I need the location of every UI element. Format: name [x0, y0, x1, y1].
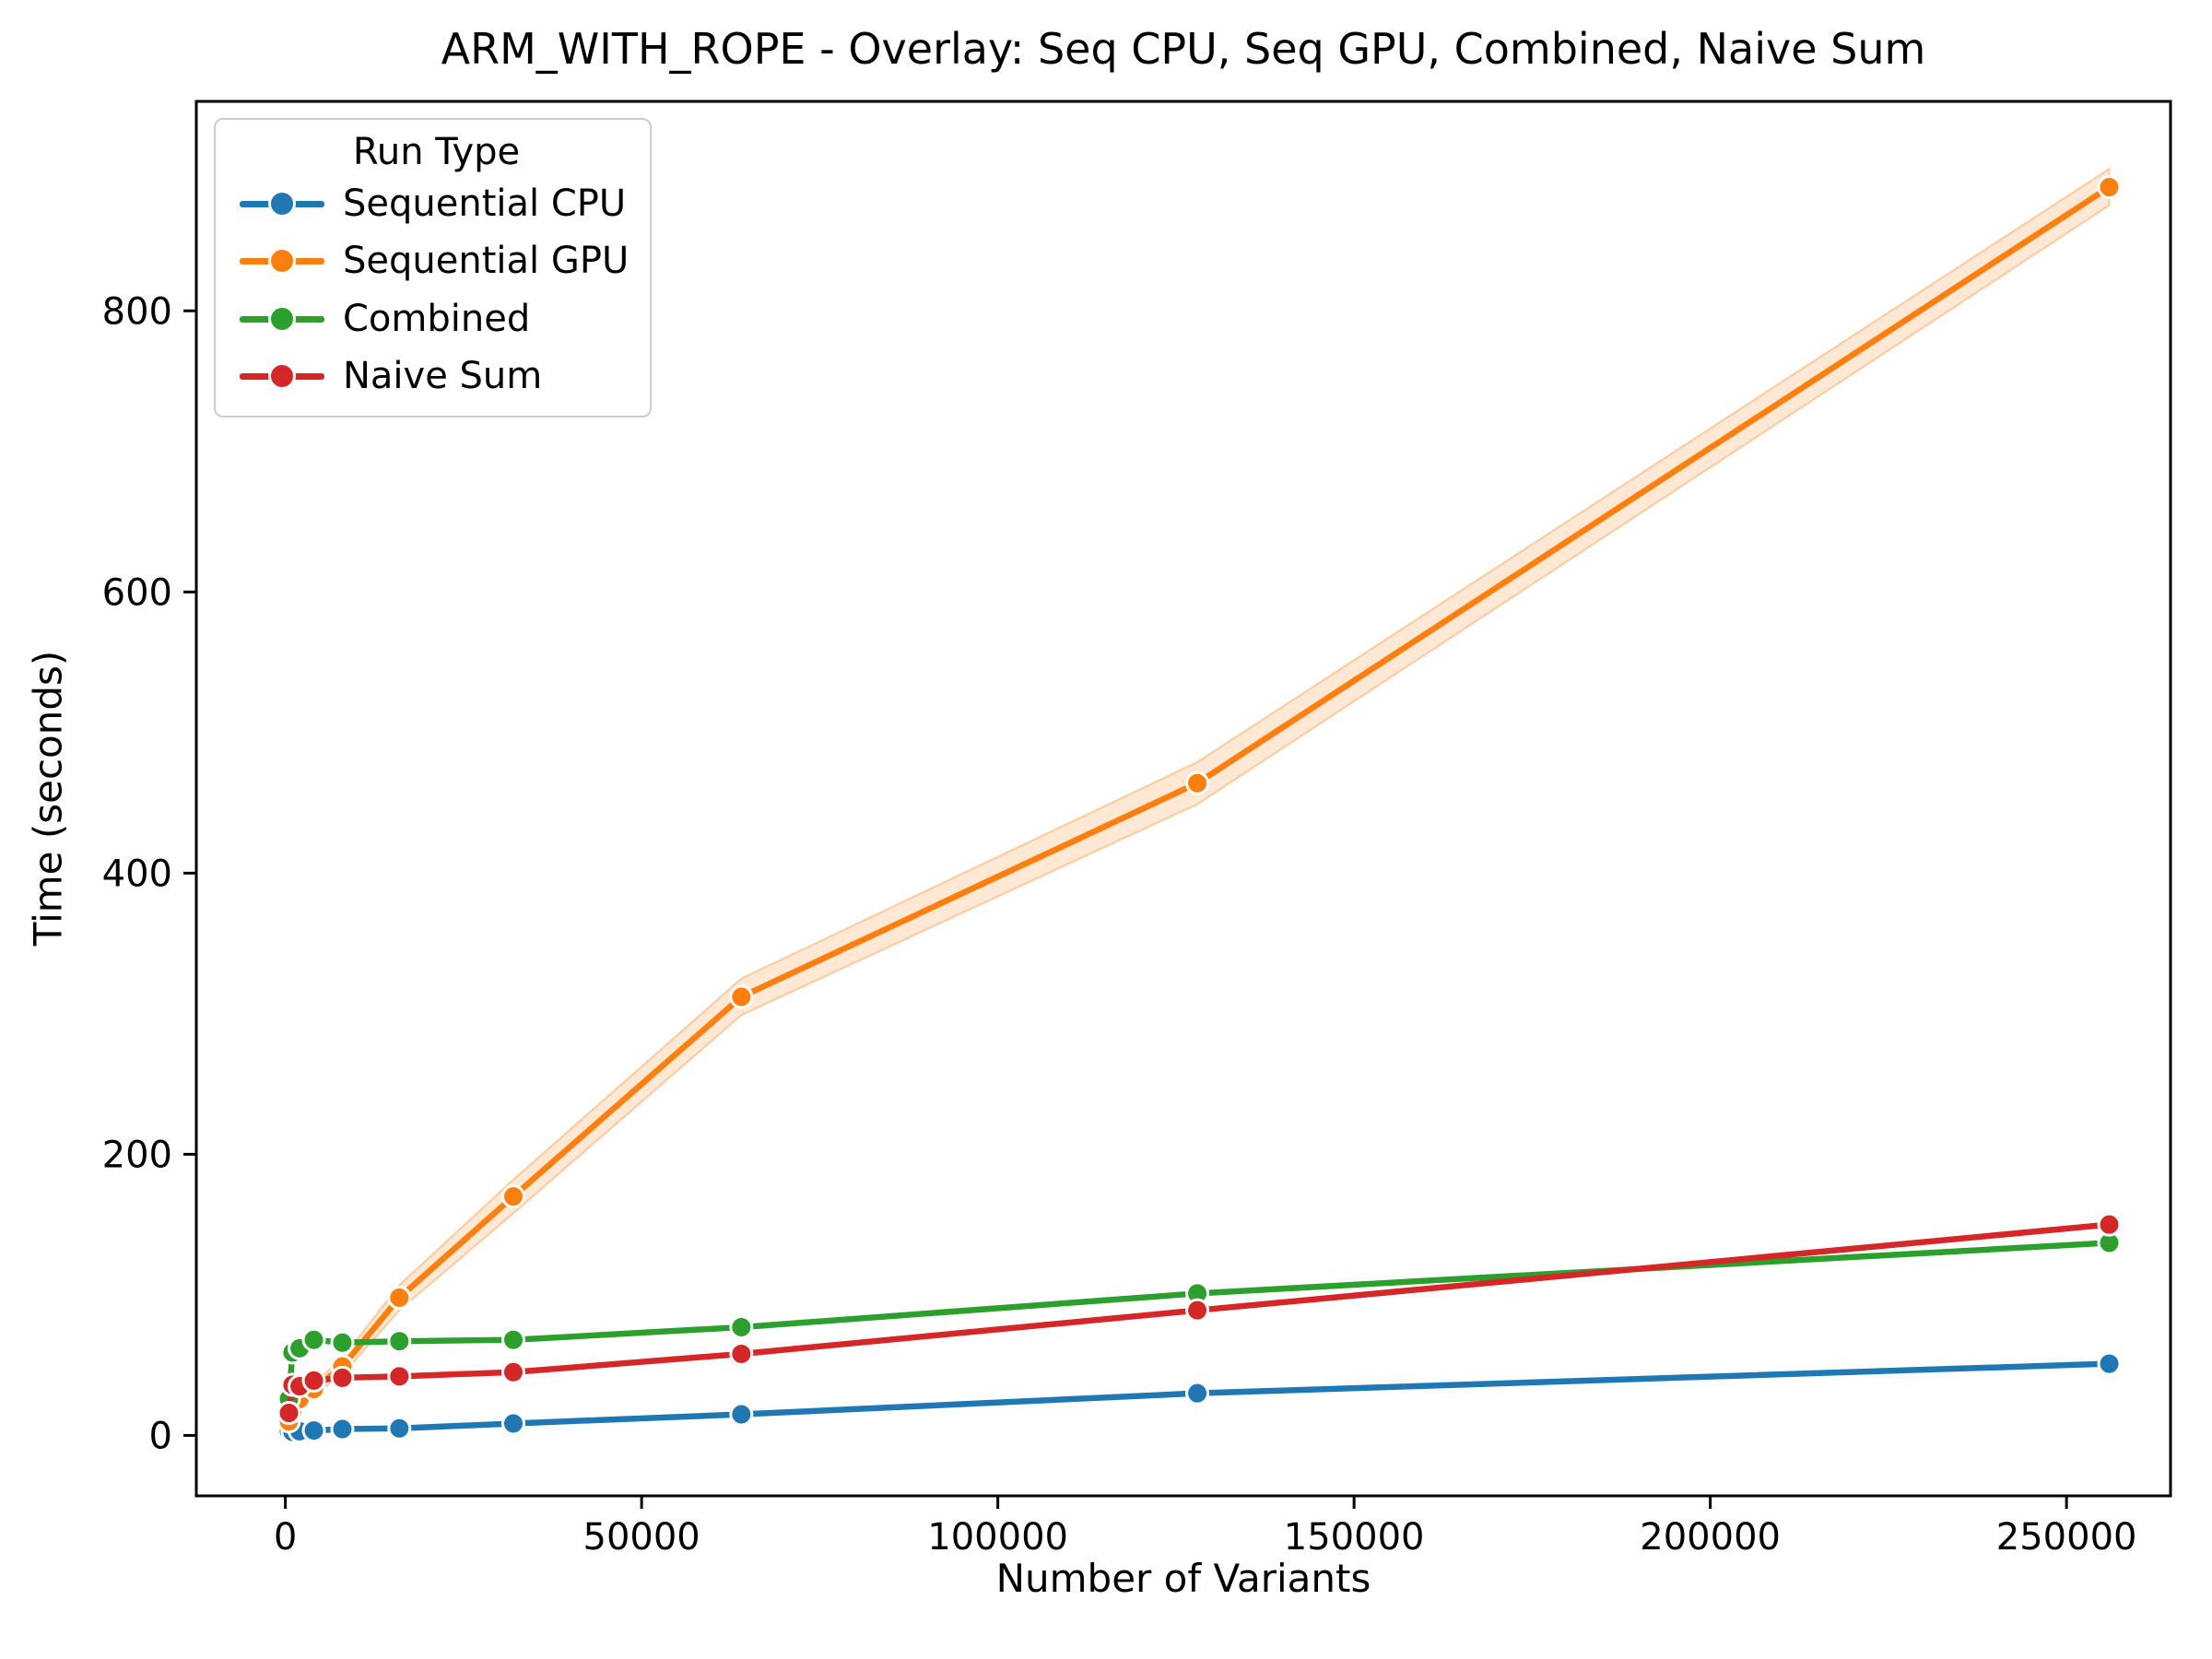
legend-label-sequential-cpu: Sequential CPU — [343, 182, 627, 226]
data-point-sequential-gpu — [2097, 175, 2122, 200]
data-point-combined — [729, 1314, 754, 1339]
legend-marker-naive-sum — [240, 361, 324, 390]
data-point-naive-sum — [330, 1365, 355, 1390]
legend-item-sequential-gpu: Sequential GPU — [240, 234, 633, 288]
chart-title: ARM_WITH_ROPE - Overlay: Seq CPU, Seq GP… — [441, 24, 1926, 74]
data-point-naive-sum — [387, 1364, 412, 1389]
y-axis-label: Time (seconds) — [25, 650, 71, 947]
legend-title: Run Type — [352, 131, 521, 174]
y-tick-label: 400 — [102, 853, 172, 895]
y-tick-label: 200 — [102, 1134, 172, 1176]
data-point-sequential-cpu — [1185, 1381, 1210, 1406]
data-point-sequential-gpu — [729, 984, 754, 1009]
data-point-sequential-cpu — [2097, 1351, 2122, 1376]
x-tick-label: 100000 — [927, 1516, 1068, 1559]
data-point-naive-sum — [2097, 1212, 2122, 1237]
data-point-sequential-cpu — [729, 1402, 754, 1427]
x-tick-label: 250000 — [1996, 1516, 2137, 1559]
data-point-sequential-cpu — [500, 1411, 525, 1436]
y-tick-label: 600 — [102, 571, 172, 614]
data-point-sequential-gpu — [387, 1285, 412, 1310]
data-point-sequential-cpu — [330, 1417, 355, 1441]
legend-label-sequential-gpu: Sequential GPU — [343, 240, 629, 283]
x-tick-label: 200000 — [1640, 1516, 1781, 1559]
x-axis-label: Number of Variants — [995, 1556, 1371, 1601]
y-tick-label: 0 — [149, 1415, 172, 1457]
data-point-naive-sum — [500, 1359, 525, 1384]
legend-item-sequential-cpu: Sequential CPU — [240, 177, 633, 230]
legend-marker-sequential-gpu — [240, 247, 324, 276]
data-point-sequential-gpu — [1185, 771, 1210, 795]
legend-marker-combined — [240, 304, 324, 333]
legend-label-combined: Combined — [343, 297, 531, 340]
data-point-naive-sum — [276, 1401, 301, 1426]
data-point-sequential-cpu — [387, 1416, 412, 1441]
data-point-sequential-cpu — [301, 1418, 326, 1443]
axes-spines — [194, 100, 2172, 1498]
data-point-combined — [330, 1330, 355, 1355]
x-tick-label: 150000 — [1284, 1516, 1425, 1559]
data-point-naive-sum — [301, 1368, 326, 1393]
x-tick-label: 0 — [274, 1516, 297, 1559]
x-tick-label: 50000 — [583, 1516, 700, 1559]
data-point-combined — [500, 1327, 525, 1352]
data-point-sequential-gpu — [500, 1184, 525, 1209]
data-point-combined — [387, 1329, 412, 1354]
data-point-combined — [301, 1327, 326, 1352]
legend: Run Type Sequential CPU Sequential GPU C… — [214, 118, 652, 418]
legend-marker-sequential-cpu — [240, 190, 324, 218]
legend-item-naive-sum: Naive Sum — [240, 349, 633, 403]
legend-label-naive-sum: Naive Sum — [343, 354, 543, 397]
data-point-naive-sum — [1185, 1298, 1210, 1323]
data-point-naive-sum — [729, 1341, 754, 1366]
legend-item-combined: Combined — [240, 292, 633, 346]
y-tick-label: 800 — [102, 290, 172, 333]
